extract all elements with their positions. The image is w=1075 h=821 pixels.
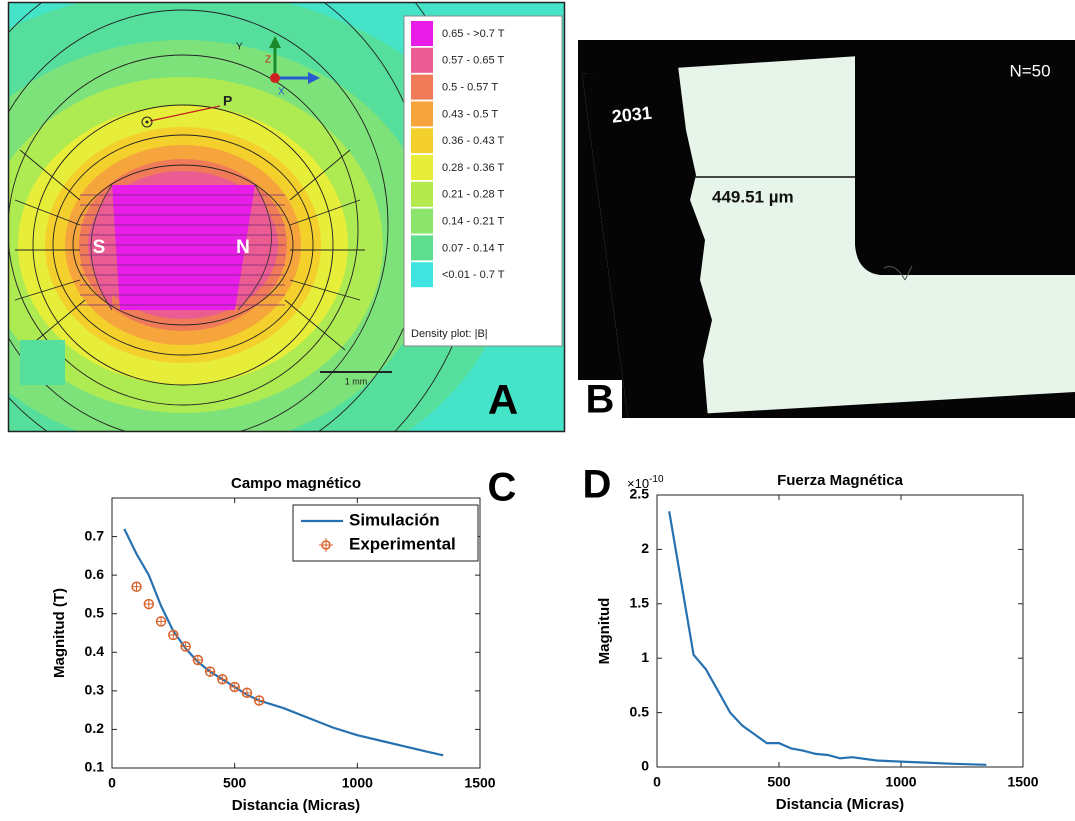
legend-swatch — [411, 181, 433, 207]
x-tick-label: 0 — [108, 775, 116, 791]
data-point — [204, 666, 216, 677]
y-tick-label: 0.7 — [85, 527, 105, 543]
y-tick-label: 0.2 — [85, 720, 105, 736]
point-label: P — [223, 93, 232, 109]
panel-label: C — [488, 466, 517, 510]
legend-label: 0.65 - >0.7 T — [442, 28, 505, 40]
scale-bar-label: 1 mm — [345, 376, 368, 386]
sample-id: 2031 — [611, 103, 653, 127]
data-point — [180, 641, 191, 652]
legend-label: 0.28 - 0.36 T — [442, 162, 504, 174]
y-tick-label: 1 — [641, 649, 649, 665]
axis-z-label: Z — [265, 55, 271, 66]
legend-swatch — [411, 74, 433, 100]
legend-swatch — [411, 235, 433, 261]
y-tick-label: 0.6 — [85, 566, 105, 582]
legend-swatch — [411, 101, 433, 127]
data-point — [192, 654, 204, 666]
legend-label: Experimental — [349, 534, 456, 553]
legend-box — [292, 504, 479, 562]
y-tick-label: 0.5 — [85, 604, 105, 620]
multiplier-base: ×10 — [627, 476, 649, 491]
legend-title: Density plot: |B| — [411, 328, 488, 340]
data-line — [668, 511, 987, 766]
y-axis-title: Magnitud — [596, 598, 613, 665]
legend-icon — [321, 540, 331, 550]
legend-swatch — [411, 155, 433, 180]
data-point — [241, 687, 253, 699]
panel-label: B — [586, 378, 615, 422]
x-tick-label: 500 — [767, 774, 791, 790]
y-tick-label: 0.3 — [85, 682, 105, 698]
plot-area — [656, 494, 1024, 768]
y-tick-label: 1.5 — [630, 595, 650, 611]
data-point — [155, 616, 167, 627]
north-pole: N — [236, 237, 250, 258]
data-point — [229, 681, 240, 693]
legend-label: 0.21 - 0.28 T — [442, 189, 504, 201]
legend-swatch — [411, 262, 433, 288]
axis-x-label: X — [278, 87, 285, 98]
south-pole: S — [93, 237, 106, 258]
x-tick-label: 1500 — [464, 775, 495, 791]
y-tick-label: 2.5 — [630, 486, 650, 502]
x-tick-label: 1000 — [885, 774, 916, 790]
data-point — [131, 581, 142, 592]
gap-measurement: 449.51 µm — [712, 187, 794, 206]
x-axis-title: Distancia (Micras) — [232, 797, 360, 814]
x-axis-title: Distancia (Micras) — [776, 796, 904, 813]
y-tick-label: 0.1 — [85, 759, 105, 775]
y-tick-label: 0 — [641, 758, 649, 774]
legend-swatch — [411, 47, 433, 73]
legend-label: <0.01 - 0.7 T — [442, 269, 505, 281]
data-point — [217, 674, 228, 685]
chart-title: Fuerza Magnética — [777, 472, 904, 489]
panel-label: D — [583, 463, 612, 507]
legend-swatch — [411, 128, 433, 154]
y-tick-label: 2 — [641, 540, 649, 556]
axis-y-label: Y — [236, 42, 243, 53]
legend-label: Simulación — [349, 510, 440, 529]
y-multiplier: ×10-10 — [627, 474, 664, 492]
chart-title: Campo magnético — [231, 475, 361, 492]
legend-swatch — [411, 21, 433, 46]
x-tick-label: 1500 — [1007, 774, 1038, 790]
data-line — [123, 528, 444, 757]
data-point — [168, 629, 179, 641]
y-axis-title: Magnitud (T) — [51, 588, 68, 678]
x-tick-label: 0 — [653, 774, 661, 790]
sample-count: N=50 — [1009, 61, 1050, 80]
multiplier-exponent: -10 — [649, 474, 664, 485]
legend-label: 0.07 - 0.14 T — [442, 242, 504, 254]
panel-label: A — [488, 376, 518, 423]
legend-label: 0.5 - 0.57 T — [442, 82, 498, 94]
data-point — [143, 598, 155, 610]
legend-swatch — [411, 208, 433, 234]
data-point — [253, 695, 265, 706]
legend-label: 0.57 - 0.65 T — [442, 55, 504, 67]
x-tick-label: 500 — [223, 775, 247, 791]
y-tick-label: 0.5 — [630, 703, 650, 719]
legend-label: 0.43 - 0.5 T — [442, 108, 498, 120]
legend-label: 0.14 - 0.21 T — [442, 216, 504, 228]
x-tick-label: 1000 — [342, 775, 373, 791]
micrograph — [578, 40, 1075, 418]
density-legend: 0.65 - >0.7 T 0.57 - 0.65 T 0.5 - 0.57 T 0.… — [403, 15, 563, 347]
legend-label: 0.36 - 0.43 T — [442, 135, 504, 147]
y-tick-label: 0.4 — [85, 643, 105, 659]
